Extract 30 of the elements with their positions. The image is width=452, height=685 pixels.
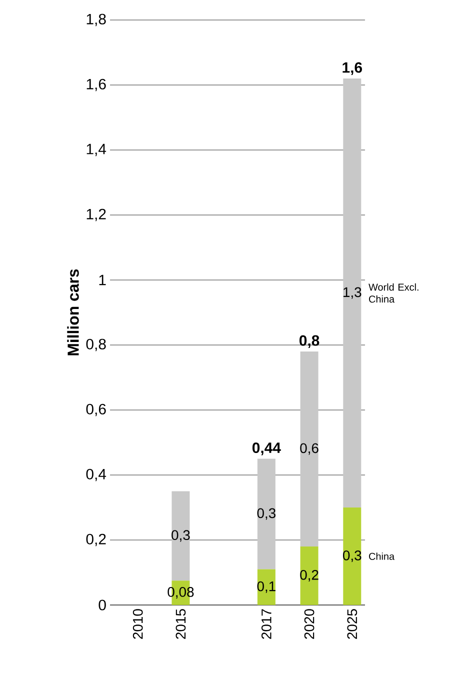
- series-label: World Excl. China: [368, 283, 418, 303]
- y-tick-label: 0: [98, 600, 106, 610]
- total-label: 0,44: [252, 442, 281, 456]
- y-tick-label: 1,2: [86, 208, 106, 222]
- y-tick-label: 0,2: [86, 534, 106, 546]
- bar: [172, 491, 190, 581]
- data-label: 1,3: [344, 287, 362, 299]
- y-tick-label: 0,6: [86, 404, 106, 416]
- y-tick-label: 1,6: [86, 78, 106, 92]
- x-tick-label: 2020: [304, 609, 314, 639]
- x-tick-label: 2015: [176, 609, 186, 639]
- y-tick-label: 1,8: [86, 14, 106, 26]
- total-label: 0,8: [299, 335, 320, 348]
- bar: [343, 508, 362, 605]
- y-tick-label: 1,4: [86, 144, 106, 156]
- data-label: 0,3: [172, 530, 190, 542]
- data-label: 0,6: [300, 443, 318, 455]
- x-tick-label: 2025: [347, 609, 358, 639]
- y-axis-title: Million cars: [67, 269, 79, 356]
- series-label: China: [369, 552, 395, 560]
- x-tick-label: 2010: [132, 609, 143, 639]
- y-tick-label: 1: [99, 274, 106, 286]
- y-tick-label: 0,8: [86, 338, 106, 352]
- y-tick-label: 0,4: [86, 468, 106, 482]
- bar: [257, 458, 276, 570]
- data-label: 0,3: [257, 508, 276, 520]
- bar: [343, 78, 362, 508]
- bar: [300, 351, 318, 546]
- total-label: 1,6: [342, 62, 362, 75]
- x-tick-label: 2017: [261, 609, 272, 639]
